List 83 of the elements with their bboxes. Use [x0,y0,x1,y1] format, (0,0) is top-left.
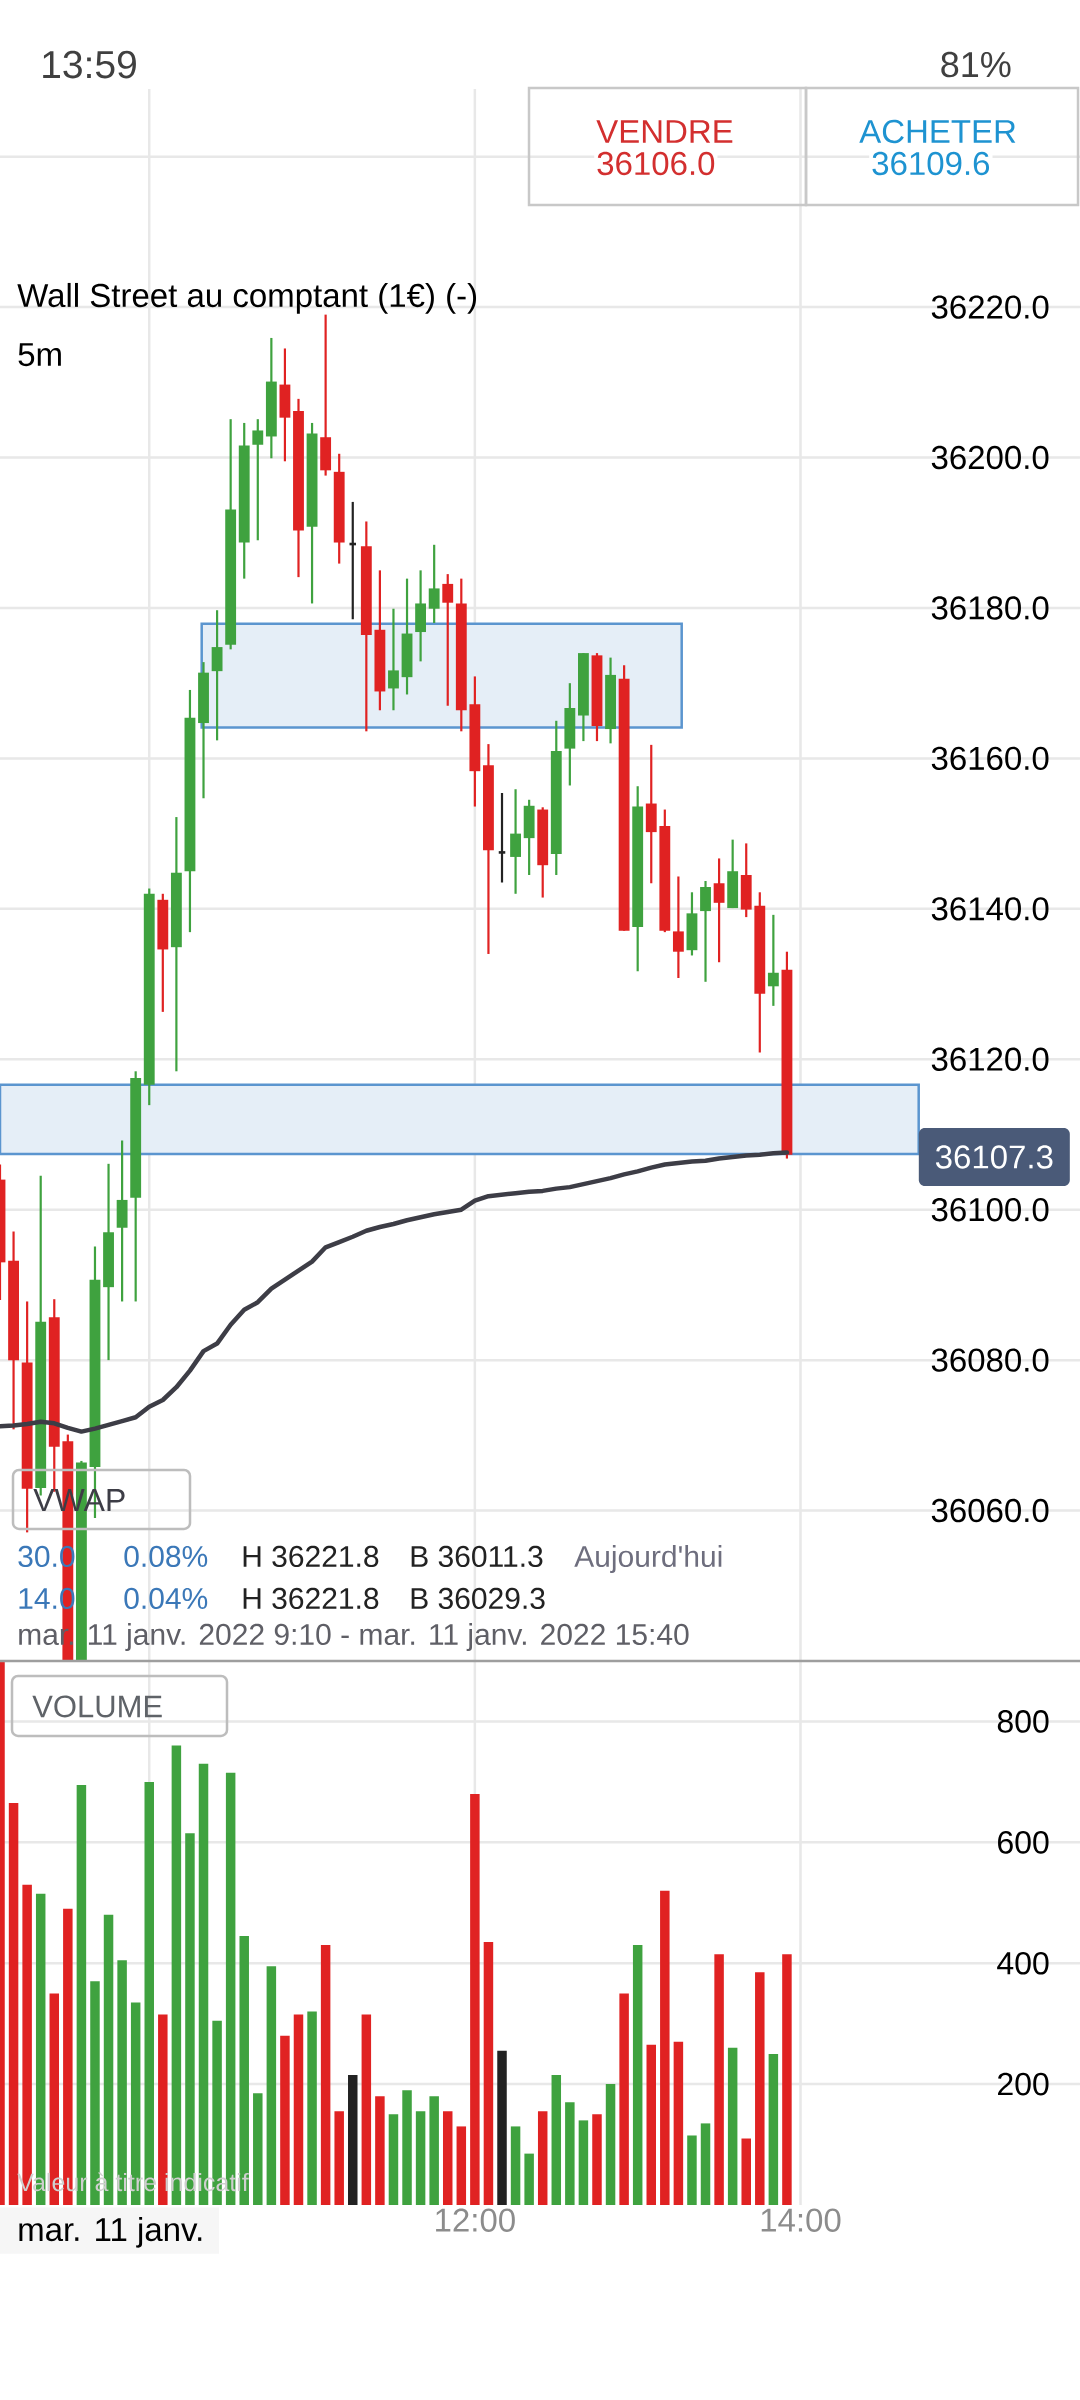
text: mar. 11 janv. [19,2216,202,2248]
bar [768,2053,779,2205]
bar [551,2075,562,2205]
bar [483,1942,494,2205]
bar [727,2047,738,2205]
bar [348,2075,358,2205]
bar [307,2011,317,2205]
bar [429,2096,439,2205]
annotation: VENDRE [596,120,733,143]
bar [646,2044,656,2205]
bar [415,2111,426,2205]
bar [497,2050,507,2205]
bar [592,2114,602,2205]
y-tick-label: 36180.0 [931,596,1049,620]
x-tick-label: 14:00 [761,2208,841,2232]
bar [687,2135,697,2205]
candlestick [388,607,399,712]
y-tick-label: 36200.0 [931,445,1049,470]
y-tick-label: 36140.0 [931,897,1049,921]
candlestick [510,788,521,895]
y-tick-label: 36080.0 [931,1348,1049,1372]
bar [8,1803,19,2205]
y-tick-label: 200 [998,2072,1049,2096]
y-tick-label: 600 [998,1831,1049,1854]
annotation: 36106.0 [597,151,715,176]
bar [334,2111,344,2205]
bar [782,1954,792,2205]
bar [700,2123,711,2205]
bar [537,2111,548,2205]
bar [402,2090,412,2205]
candlestick [442,573,454,707]
bar [524,2153,534,2205]
y-tick-label: 36120.0 [931,1047,1049,1071]
bar [578,2120,589,2205]
candlestick [428,543,440,625]
bar [280,2035,290,2205]
candlestick [713,857,725,964]
bar [619,1993,629,2205]
bar [632,1945,643,2205]
candlestick [767,913,779,1007]
bar [714,1954,724,2205]
annotation: H 36221.8 [243,1587,379,1610]
bar [741,2138,751,2205]
bar [361,2014,372,2205]
y-tick-label: 800 [997,1710,1049,1733]
text: 81% [941,51,1011,78]
bar [470,1793,480,2205]
candlestick [497,791,507,884]
y-tick-label: 36060.0 [931,1498,1049,1523]
bar [755,1972,765,2205]
x-tick-label: 12:00 [436,2208,515,2232]
text: 13:59 [43,50,136,79]
annotation: B 36029.3 [411,1587,545,1610]
annotation: ACHETER [859,119,1016,144]
bar [565,2102,575,2205]
bar [375,2096,385,2205]
bar [253,2093,263,2205]
bar [605,2084,616,2205]
bar [388,2114,399,2205]
bar [456,2126,467,2205]
bar [442,2111,453,2205]
annotation: 0.08% [124,1545,208,1568]
text: Wall Street au comptant (1€) (-) [17,282,477,314]
y-tick-label: 36100.0 [931,1198,1049,1222]
y-tick-label: 400 [997,1951,1049,1975]
candlestick [672,875,684,980]
annotation: Aujourd'hui [574,1545,722,1574]
annotation: 36109.6 [872,151,990,176]
annotation: H 36221.8 [243,1545,379,1568]
y-tick-label: 36220.0 [931,295,1049,319]
bar [293,2014,304,2205]
y-tick-label: 36160.0 [931,746,1049,771]
annotation: B 36011.3 [411,1545,543,1568]
bar [660,1890,670,2205]
candlestick [252,418,264,542]
bar [320,1945,331,2205]
annotation: 36107.3 [935,1145,1053,1169]
bar [266,1966,277,2205]
bar [510,2126,521,2205]
text: VOLUME [32,1695,162,1718]
bar [673,2041,684,2205]
text: 5m [18,343,61,367]
annotation: 0.04% [124,1587,208,1610]
